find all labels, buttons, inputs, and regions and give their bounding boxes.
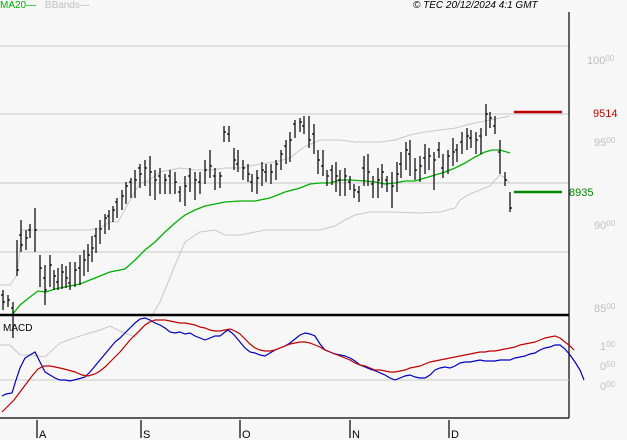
svg-text:8500: 8500 [594, 302, 616, 315]
legend-bbands: BBands— [44, 0, 90, 11]
svg-text:100: 100 [600, 340, 616, 353]
bollinger-bands [0, 115, 511, 358]
macd-line [1, 317, 585, 397]
ohlc-bars [1, 104, 512, 338]
price-gridlines [0, 45, 569, 253]
svg-text:050: 050 [600, 360, 616, 373]
legend-ma20: MA20— [0, 0, 37, 11]
svg-text:9000: 9000 [594, 219, 616, 232]
svg-text:S: S [143, 429, 150, 440]
svg-text:10000: 10000 [587, 54, 615, 67]
svg-text:N: N [352, 429, 360, 440]
svg-text:A: A [39, 429, 47, 440]
macd-signal-line [1, 319, 575, 413]
svg-text:000: 000 [600, 380, 616, 393]
month-labels: A S O N D [39, 429, 459, 440]
time-axis [36, 420, 450, 438]
copyright-timestamp: © TEC 20/12/2024 4:1 GMT [413, 0, 538, 11]
svg-text:O: O [242, 429, 251, 440]
ma20-line [2, 149, 511, 316]
svg-text:D: D [451, 429, 459, 440]
price-axis: 10000 9500 9000 8500 [587, 54, 616, 315]
resistance-label: 9514 [593, 108, 617, 120]
chart-legend: MA20— BBands— [0, 0, 90, 12]
support-label: 8935 [569, 187, 593, 199]
macd-title: MACD [3, 323, 32, 334]
macd-axis: 100 050 000 [600, 340, 616, 393]
svg-text:9500: 9500 [594, 136, 616, 149]
